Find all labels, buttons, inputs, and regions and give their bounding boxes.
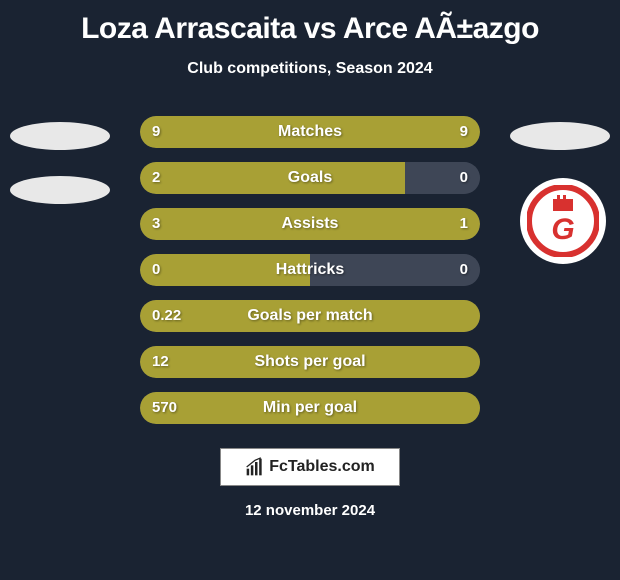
comparison-date: 12 november 2024 — [0, 502, 620, 519]
stat-label: Goals per match — [140, 300, 480, 332]
stat-label: Shots per goal — [140, 346, 480, 378]
stat-label: Matches — [140, 116, 480, 148]
stat-row: Matches9 9 — [140, 116, 480, 148]
stat-label: Goals — [140, 162, 480, 194]
comparison-title: Loza Arrascaita vs Arce AÃ±azgo — [0, 0, 620, 46]
stat-label: Hattricks — [140, 254, 480, 286]
stat-label: Assists — [140, 208, 480, 240]
stats-chart: Matches99Goals20Assists31Hattricks00Goal… — [0, 116, 620, 424]
stat-row: Goals per match0.22 — [140, 300, 480, 332]
chart-icon — [245, 457, 265, 477]
stat-value-left: 570 — [152, 392, 177, 424]
stat-row: Min per goal570 — [140, 392, 480, 424]
stat-value-right: 9 — [460, 116, 468, 148]
stat-value-right: 1 — [460, 208, 468, 240]
stat-value-right: 0 — [460, 162, 468, 194]
stat-value-left: 3 — [152, 208, 160, 240]
comparison-subtitle: Club competitions, Season 2024 — [0, 60, 620, 78]
watermark-text: FcTables.com — [269, 458, 375, 476]
stat-row: Shots per goal12 — [140, 346, 480, 378]
stat-row: Hattricks0 0 — [140, 254, 480, 286]
watermark: FcTables.com — [220, 448, 400, 486]
stat-value-left: 9 — [152, 116, 160, 148]
stat-label: Min per goal — [140, 392, 480, 424]
stat-value-left: 0 — [152, 254, 160, 286]
stat-value-left: 0.22 — [152, 300, 181, 332]
stat-row: Goals2 0 — [140, 162, 480, 194]
stat-value-left: 2 — [152, 162, 160, 194]
stat-value-left: 12 — [152, 346, 169, 378]
stat-value-right: 0 — [460, 254, 468, 286]
stat-row: Assists3 1 — [140, 208, 480, 240]
